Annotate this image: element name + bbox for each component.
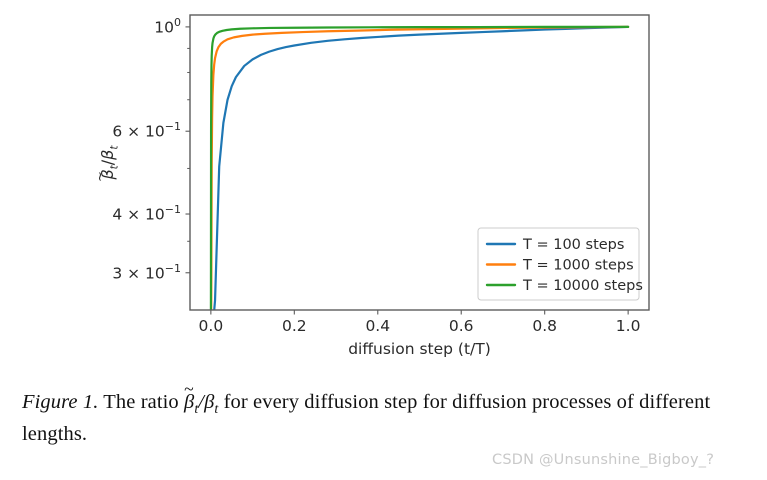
axes-frame [189,14,650,311]
x-tick-label: 0.6 [449,317,474,335]
x-tick-label: 0.0 [199,317,224,335]
beta-plain-sub: t [214,402,219,418]
x-axis-label: diffusion step (t/T) [348,340,491,358]
y-axis-label: βt/βt [98,145,121,181]
y-tick-label: 100 [154,16,181,37]
x-tick-label: 0.4 [365,317,390,335]
figure-caption-text-1: The ratio [103,391,179,413]
y-tick-label: 4 × 10−1 [112,203,181,224]
math-slash: / [198,391,205,413]
legend-label-3: T = 10000 steps [522,278,643,294]
csdn-watermark: CSDN @Unsunshine_Bigboy_? [492,452,715,468]
y-tick-label: 6 × 10−1 [112,120,181,141]
figure-caption-math: ~ βt/βt [184,379,218,417]
x-tick-label: 0.2 [282,317,307,335]
figure-caption-label: Figure 1. [22,391,99,413]
y-axis-label-tilde: ~ [93,171,108,182]
figure-caption: Figure 1. The ratio ~ βt/βt for every dif… [22,379,722,449]
series-line-3 [209,25,630,310]
x-tick-label: 1.0 [616,317,641,335]
legend-label-1: T = 100 steps [522,237,624,253]
beta-plain: β [204,391,215,413]
series-group [209,25,630,310]
beta-tilde-sub: t [194,402,199,418]
x-tick-label: 0.8 [532,317,557,335]
tilde-accent: ~ [184,379,194,400]
figure-caption-text-3: processes of different lengths. [22,391,711,445]
legend-label-2: T = 1000 steps [522,258,634,274]
chart-legend: T = 100 steps T = 1000 steps T = 10000 ste… [477,227,643,301]
y-tick-label: 3 × 10−1 [112,262,181,283]
beta-tilde: β [184,391,195,413]
series-line-2 [210,25,630,310]
series-line-1 [213,25,630,310]
figure-caption-text-2: for every diffusion step for diffusion [223,391,527,413]
